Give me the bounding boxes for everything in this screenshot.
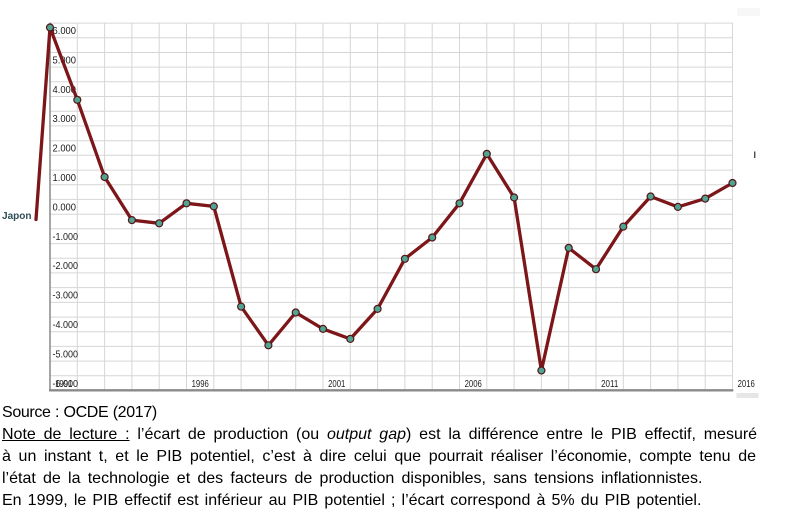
svg-text:5.000: 5.000 [53,54,77,66]
svg-text:1.000: 1.000 [53,172,77,184]
svg-text:-3.000: -3.000 [53,290,79,302]
svg-text:1991: 1991 [55,378,72,390]
svg-text:2016: 2016 [738,378,755,390]
svg-text:4.000: 4.000 [53,84,77,96]
svg-text:-2.000: -2.000 [53,260,79,272]
svg-text:3.000: 3.000 [53,113,77,125]
svg-text:1996: 1996 [192,378,209,390]
svg-text:-4.000: -4.000 [53,319,79,331]
svg-text:-5.000: -5.000 [53,348,79,360]
svg-text:-1.000: -1.000 [53,231,79,243]
svg-text:0.000: 0.000 [53,201,77,213]
svg-text:2.000: 2.000 [53,143,77,155]
svg-text:6.000: 6.000 [53,25,77,37]
svg-text:2001: 2001 [328,378,345,390]
svg-text:-6.000: -6.000 [53,378,79,390]
svg-text:2006: 2006 [465,378,482,390]
svg-text:Japon: Japon [2,210,32,222]
svg-text:2011: 2011 [601,378,618,390]
